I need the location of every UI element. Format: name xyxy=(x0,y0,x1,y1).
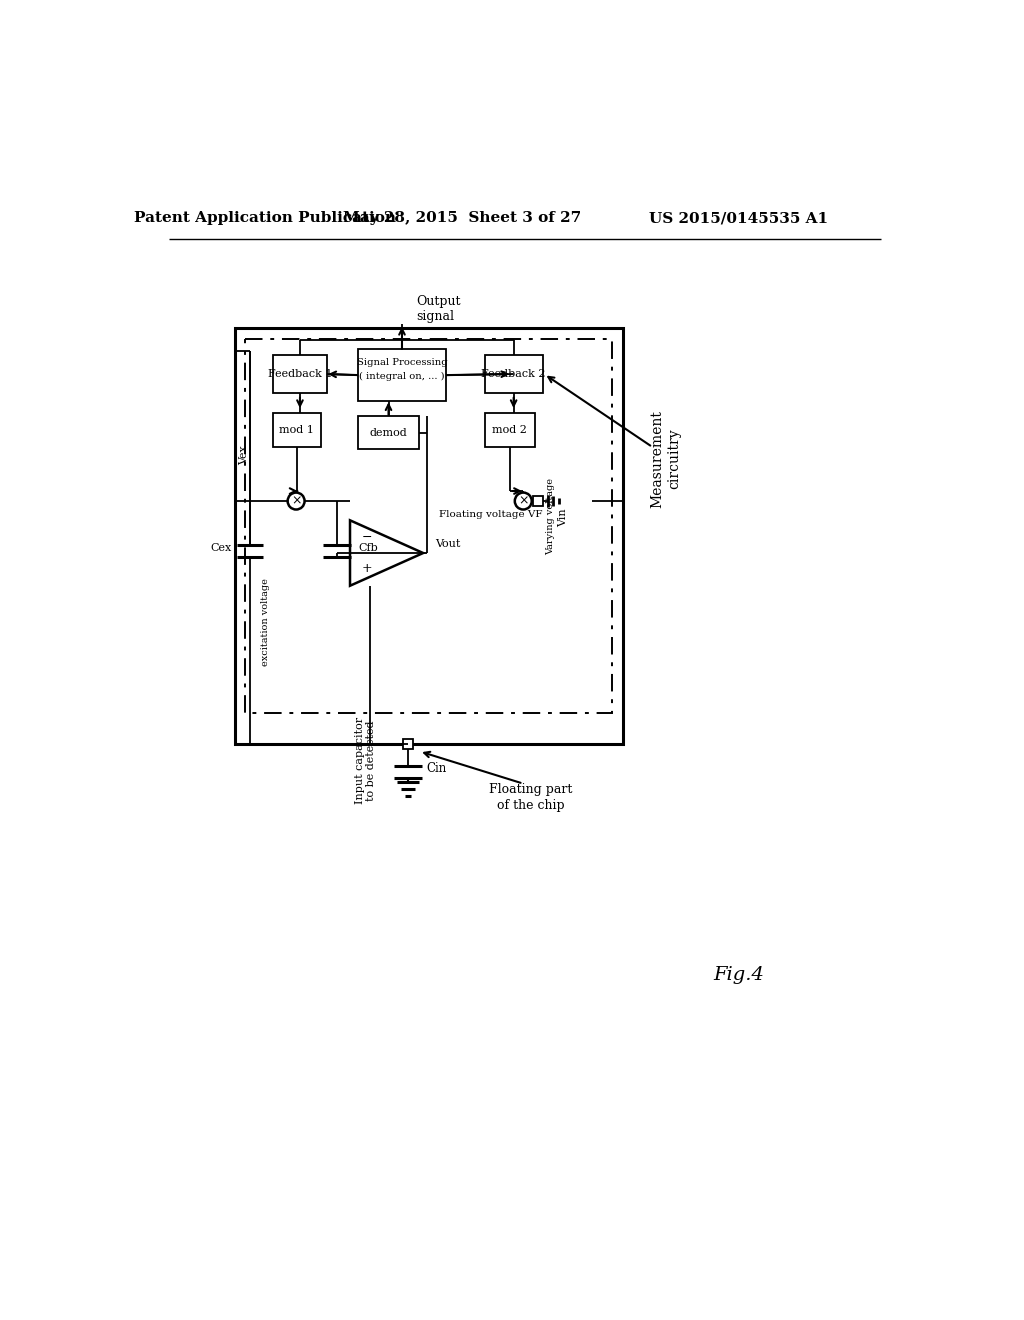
Text: Vin: Vin xyxy=(558,508,568,527)
Text: Feedback 2: Feedback 2 xyxy=(481,370,546,379)
Circle shape xyxy=(288,492,304,510)
FancyBboxPatch shape xyxy=(484,355,543,393)
FancyBboxPatch shape xyxy=(245,339,611,713)
Text: Measurement
circuitry: Measurement circuitry xyxy=(650,409,681,508)
Text: US 2015/0145535 A1: US 2015/0145535 A1 xyxy=(649,211,828,226)
Text: Floating voltage VF: Floating voltage VF xyxy=(439,511,543,519)
Text: Vout: Vout xyxy=(435,539,460,549)
Text: Feedback 1: Feedback 1 xyxy=(267,370,332,379)
Text: Cfb: Cfb xyxy=(358,544,378,553)
FancyBboxPatch shape xyxy=(273,412,321,447)
Text: Floating part
of the chip: Floating part of the chip xyxy=(489,784,572,812)
Text: Patent Application Publication: Patent Application Publication xyxy=(134,211,396,226)
Polygon shape xyxy=(350,520,423,586)
FancyBboxPatch shape xyxy=(357,350,446,401)
Text: Cin: Cin xyxy=(426,762,446,775)
Text: ( integral on, ... ): ( integral on, ... ) xyxy=(359,372,444,381)
Text: demod: demod xyxy=(370,428,408,438)
FancyBboxPatch shape xyxy=(402,739,413,748)
Text: Varying voltage: Varying voltage xyxy=(547,478,555,554)
Text: Cex: Cex xyxy=(210,544,231,553)
Circle shape xyxy=(515,492,531,510)
Text: +: + xyxy=(361,562,373,576)
FancyBboxPatch shape xyxy=(534,496,544,506)
Text: excitation voltage: excitation voltage xyxy=(261,578,269,667)
Text: Signal Processing: Signal Processing xyxy=(356,358,447,367)
Text: −: − xyxy=(361,531,372,544)
Text: mod 2: mod 2 xyxy=(493,425,527,434)
FancyBboxPatch shape xyxy=(273,355,327,393)
Text: Input capacitor
to be detected: Input capacitor to be detected xyxy=(354,717,376,804)
FancyBboxPatch shape xyxy=(484,412,535,447)
Text: Output
signal: Output signal xyxy=(416,294,461,322)
Text: Fig.4: Fig.4 xyxy=(714,966,764,983)
FancyBboxPatch shape xyxy=(357,416,419,449)
FancyBboxPatch shape xyxy=(234,327,624,743)
Text: ×: × xyxy=(291,495,301,508)
Text: ×: × xyxy=(518,495,528,508)
Text: Vex: Vex xyxy=(239,445,249,465)
Text: mod 1: mod 1 xyxy=(280,425,314,434)
Text: May 28, 2015  Sheet 3 of 27: May 28, 2015 Sheet 3 of 27 xyxy=(343,211,581,226)
